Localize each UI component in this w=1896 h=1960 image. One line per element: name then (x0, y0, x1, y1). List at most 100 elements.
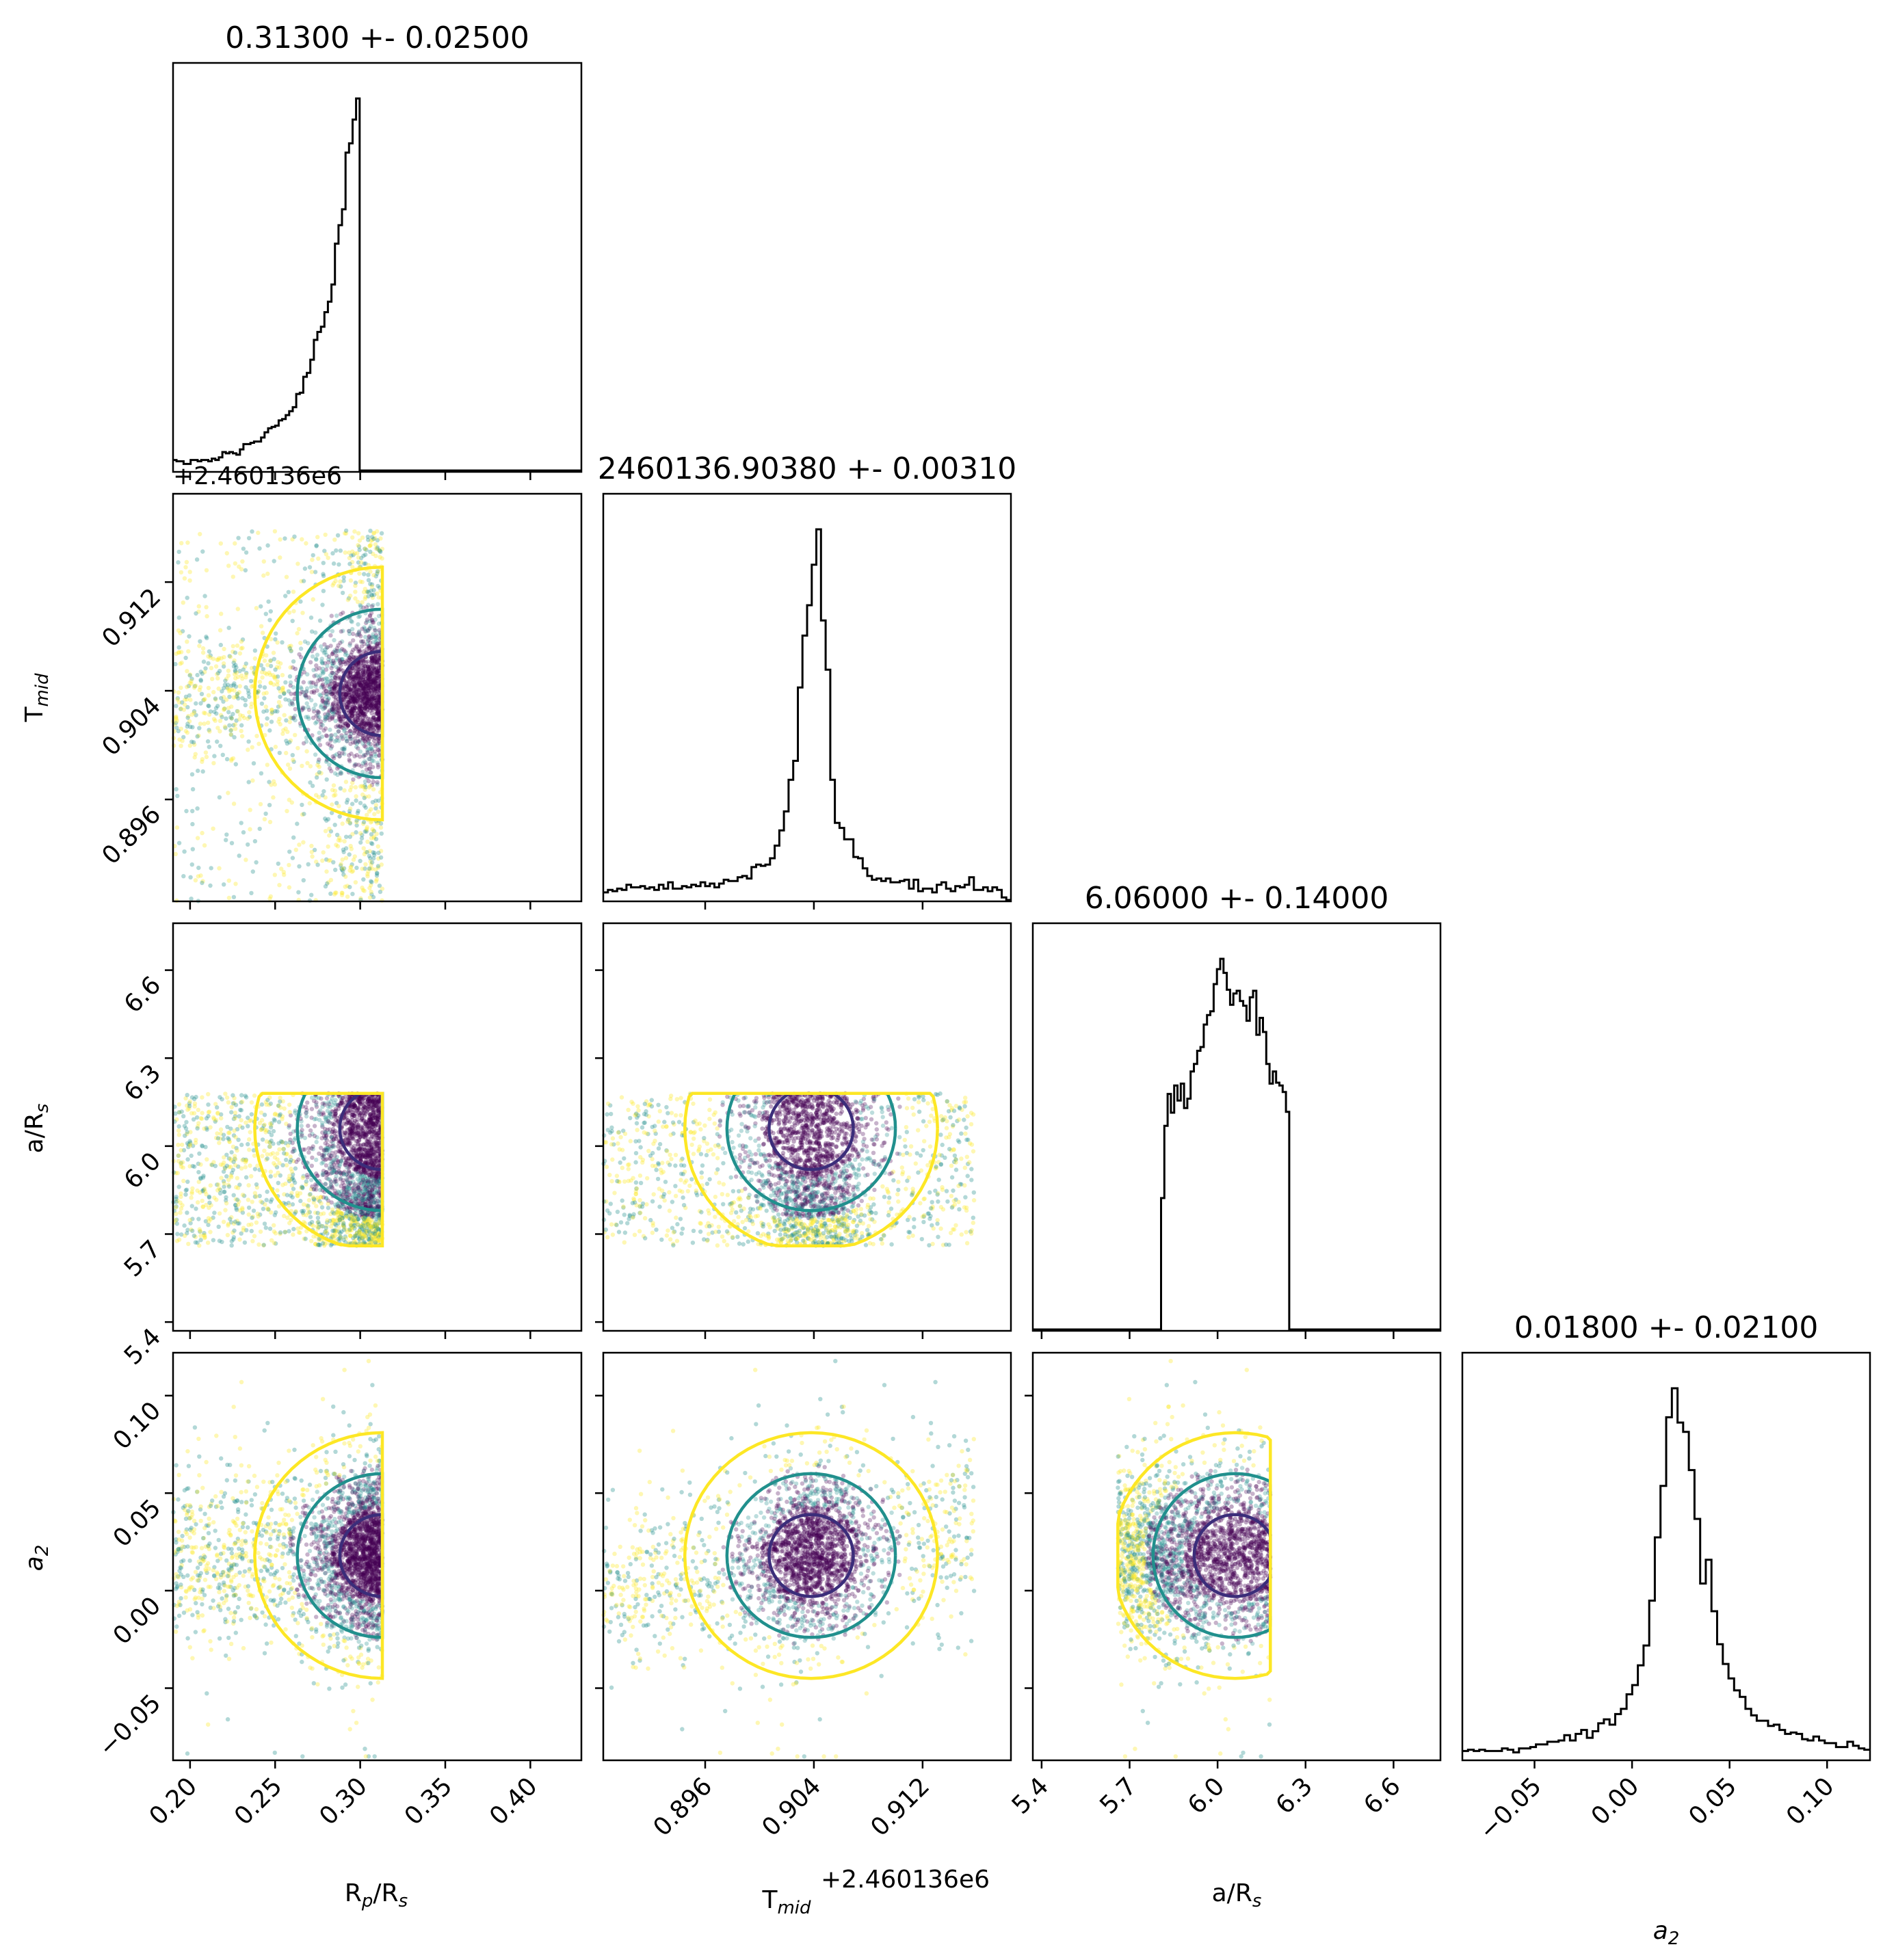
scatter-point (349, 1198, 354, 1204)
scatter-point (210, 676, 215, 681)
scatter-point (189, 678, 194, 683)
scatter-point (337, 754, 342, 758)
scatter-point (331, 783, 337, 788)
scatter-point (367, 689, 371, 693)
scatter-point (267, 1226, 273, 1231)
scatter-point (377, 674, 382, 679)
scatter-point (190, 1163, 195, 1169)
scatter-point (272, 873, 277, 877)
scatter-point (192, 1104, 197, 1109)
scatter-point (196, 1169, 201, 1175)
scatter-point (343, 1215, 348, 1220)
scatter-point (326, 710, 331, 715)
scatter-point (269, 782, 274, 787)
scatter-point (233, 684, 239, 689)
scatter-point (188, 698, 193, 702)
scatter-point (271, 650, 276, 655)
scatter-point (324, 869, 329, 874)
scatter-point (235, 674, 241, 680)
scatter-point (237, 1237, 242, 1242)
scatter-point (365, 664, 371, 669)
scatter-point (375, 724, 380, 729)
scatter-point (332, 687, 337, 691)
scatter-point (311, 667, 316, 672)
scatter-point (221, 1169, 226, 1174)
scatter-point (344, 694, 349, 700)
scatter-point (254, 606, 259, 611)
scatter-point (208, 709, 213, 714)
scatter-point (262, 1221, 267, 1226)
scatter-point (256, 741, 261, 746)
scatter-point (221, 1133, 226, 1137)
scatter-point (250, 1239, 255, 1244)
scatter-point (198, 670, 203, 674)
scatter-point (334, 843, 339, 847)
scatter-point (358, 1134, 363, 1139)
scatter-point (278, 555, 282, 560)
scatter-point (358, 602, 363, 607)
scatter-point (189, 897, 194, 901)
scatter-point (248, 1130, 252, 1135)
scatter-point (357, 670, 363, 674)
scatter-point (351, 638, 356, 643)
scatter-point (249, 701, 254, 706)
scatter-point (252, 838, 258, 844)
scatter-point (291, 1227, 296, 1232)
scatter-point (237, 717, 242, 721)
scatter-point (262, 685, 267, 690)
scatter-point (306, 705, 311, 710)
scatter-point (278, 694, 282, 700)
scatter-point (320, 602, 325, 607)
scatter-point (362, 803, 367, 808)
scatter-point (249, 890, 254, 896)
scatter-point (233, 726, 238, 731)
scatter-point (358, 749, 363, 754)
scatter-point (278, 537, 282, 542)
scatter-point (202, 594, 207, 598)
scatter-point (254, 1182, 259, 1187)
scatter-point (351, 553, 356, 557)
scatter-point (370, 670, 375, 675)
scatter-point (282, 1151, 287, 1156)
scatter-point (374, 877, 379, 882)
scatter-point (358, 738, 363, 743)
scatter-point (346, 674, 352, 678)
scatter-point (272, 674, 277, 680)
scatter-point (259, 1127, 263, 1133)
scatter-point (235, 1197, 240, 1202)
scatter-point (196, 874, 200, 879)
y-tick-label: 0.896 (96, 800, 166, 870)
scatter-point (285, 808, 289, 814)
scatter-point (202, 1189, 208, 1194)
scatter-point (325, 1218, 330, 1223)
scatter-point (204, 754, 209, 760)
scatter-point (222, 1181, 226, 1186)
scatter-point (369, 860, 375, 865)
scatter-point (344, 739, 350, 743)
scatter-point (200, 830, 205, 836)
scatter-point (227, 1130, 232, 1135)
scatter-point (243, 1175, 249, 1180)
scatter-point (341, 610, 345, 615)
scatter-point (343, 780, 349, 784)
scatter-point (370, 620, 375, 624)
scatter-point (308, 660, 313, 665)
scatter-point (247, 694, 252, 700)
scatter-point (376, 723, 382, 728)
scatter-point (323, 829, 328, 834)
scatter-point (302, 812, 306, 817)
scatter-point (261, 573, 266, 578)
scatter-point (325, 1109, 330, 1113)
scatter-point (377, 715, 382, 720)
scatter-point (377, 719, 382, 724)
scatter-point (239, 639, 244, 644)
scatter-point (363, 1215, 368, 1220)
scatter-point (176, 1102, 182, 1107)
scatter-point (309, 892, 314, 897)
scatter-point (328, 685, 332, 689)
scatter-point (323, 715, 328, 720)
scatter-point (264, 1139, 269, 1144)
scatter-point (273, 1111, 278, 1116)
scatter-point (288, 665, 293, 670)
scatter-point (276, 861, 280, 866)
